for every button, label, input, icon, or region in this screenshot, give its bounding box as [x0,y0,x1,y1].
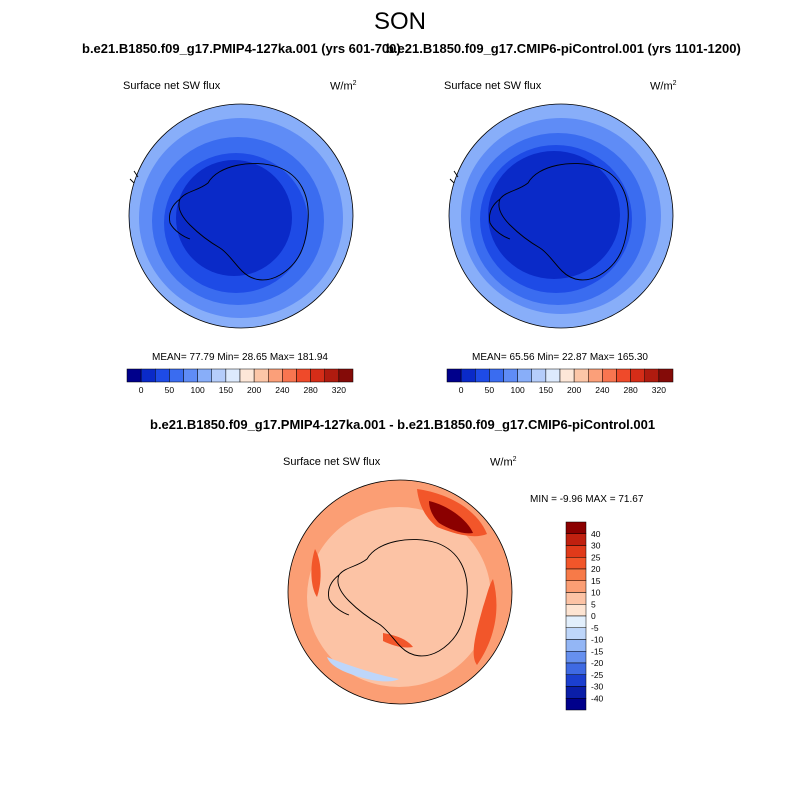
diff-colorbar-swatch [565,604,587,617]
panel-2-colorbar-tick-label: 100 [511,385,525,395]
panel-1-colorbar-tick-label: 50 [165,385,175,395]
panel-1-colorbar-tick-label: 150 [219,385,233,395]
panel-1-stats: MEAN= 77.79 Min= 28.65 Max= 181.94 [152,352,328,363]
panel-1-colorbar-swatch [140,368,156,383]
panel-2-colorbar-swatch [460,368,476,383]
diff-colorbar-tick-label: 40 [591,529,601,539]
panel-2-colorbar-swatch [602,368,617,383]
panel-2-colorbar: 0 50 100 150 200 240 280 320 [446,368,674,395]
diff-colorbar-tick-label: 20 [591,564,601,574]
diff-stats: MIN = -9.96 MAX = 71.67 [530,494,644,505]
panel-2-map [448,103,674,329]
panel-1-colorbar-swatch [211,368,227,383]
diff-colorbar-tick-label: 5 [591,599,596,609]
diff-colorbar-swatch [565,639,587,652]
panel-1-colorbar-tick-label: 280 [304,385,318,395]
panel-1-colorbar-swatch [126,368,142,383]
diff-colorbar-swatch [565,521,587,534]
diff-colorbar-swatch [565,533,587,546]
panel-1-colorbar-swatch [155,368,170,383]
panel-1-colorbar-tick-label: 240 [275,385,289,395]
panel-1-colorbar-swatch [183,368,198,383]
panel-1-colorbar-swatch [253,368,269,383]
diff-colorbar-tick-label: -5 [591,623,599,633]
diff-colorbar-swatch [565,592,587,605]
diff-colorbar-swatch [565,568,587,581]
panel-2-stats: MEAN= 65.56 Min= 22.87 Max= 165.30 [472,352,648,363]
panel-2-colorbar-swatch [446,368,462,383]
panel-2-colorbar-swatch [658,368,674,383]
panel-2-colorbar-swatch [616,368,631,383]
panel-1-map [128,103,354,329]
panel-1-colorbar-tick-label: 0 [139,385,144,395]
diff-colorbar-swatch [565,651,587,664]
panel-1-colorbar-tick-label: 200 [247,385,261,395]
panel-1-colorbar-swatch [268,368,283,383]
panel-1-variable: Surface net SW flux [123,80,221,92]
diff-colorbar-swatch [565,627,587,640]
diff-colorbar-tick-label: -40 [591,693,604,703]
panel-2-colorbar-swatch [559,368,575,383]
panel-2-colorbar-swatch [503,368,518,383]
diff-colorbar-tick-label: -30 [591,682,604,692]
diff-colorbar-swatch [565,545,587,558]
diff-colorbar-swatch [565,580,587,593]
diff-colorbar-tick-label: 30 [591,541,601,551]
panel-2-colorbar-swatch [545,368,561,383]
panel-1-colorbar-swatch [197,368,212,383]
panel-2-title: b.e21.B1850.f09_g17.CMIP6-piControl.001 … [386,41,741,56]
panel-2-colorbar-tick-label: 0 [459,385,464,395]
panel-2-colorbar-swatch [531,368,547,383]
diff-colorbar-swatch [565,557,587,570]
diff-colorbar-swatch [565,698,587,711]
panel-1-units: W/m2 [330,80,357,93]
diff-colorbar-tick-label: -10 [591,635,604,645]
diff-units: W/m2 [490,456,517,469]
panel-2-colorbar-swatch [630,368,645,383]
diff-title: b.e21.B1850.f09_g17.PMIP4-127ka.001 - b.… [150,417,656,432]
panel-2-colorbar-tick-label: 320 [652,385,666,395]
diff-colorbar-tick-label: -20 [591,658,604,668]
diff-colorbar-swatch [565,674,587,687]
diff-map [287,479,513,705]
panel-2-colorbar-tick-label: 50 [485,385,495,395]
panel-2-variable: Surface net SW flux [444,80,542,92]
diff-colorbar-tick-label: -25 [591,670,604,680]
panel-1-colorbar: 0 50 100 150 200 240 280 320 [126,368,354,395]
panel-1-colorbar-swatch [324,368,340,383]
panel-2-colorbar-tick-label: 200 [567,385,581,395]
diff-variable: Surface net SW flux [283,456,381,468]
panel-2-colorbar-swatch [475,368,490,383]
panel-2-colorbar-tick-label: 280 [624,385,638,395]
panel-1-colorbar-swatch [169,368,184,383]
diff-colorbar-swatch [565,662,587,675]
panel-2-colorbar-tick-label: 240 [595,385,609,395]
panel-1-title: b.e21.B1850.f09_g17.PMIP4-127ka.001 (yrs… [82,41,401,56]
diff-colorbar-tick-label: 0 [591,611,596,621]
panel-1-colorbar-swatch [239,368,255,383]
diff-colorbar-tick-label: -15 [591,646,604,656]
panel-1-colorbar-swatch [225,368,241,383]
panel-1-colorbar-swatch [296,368,311,383]
panel-1-colorbar-swatch [310,368,325,383]
diff-colorbar-tick-label: 10 [591,588,601,598]
panel-2-colorbar-tick-label: 150 [539,385,553,395]
diff-colorbar-tick-label: 25 [591,552,601,562]
panel-2-colorbar-swatch [517,368,532,383]
panel-2-colorbar-swatch [588,368,603,383]
season-title: SON [373,8,426,35]
panel-1-colorbar-swatch [338,368,354,383]
diff-colorbar-swatch [565,615,587,628]
panel-2-colorbar-swatch [644,368,660,383]
diff-colorbar-swatch [565,686,587,699]
panel-1-colorbar-swatch [282,368,297,383]
panel-2-colorbar-swatch [573,368,589,383]
panel-1-colorbar-tick-label: 100 [191,385,205,395]
panel-2-colorbar-swatch [489,368,504,383]
diff-colorbar-tick-label: 15 [591,576,601,586]
panel-2-units: W/m2 [650,80,677,93]
panel-1-colorbar-tick-label: 320 [332,385,346,395]
